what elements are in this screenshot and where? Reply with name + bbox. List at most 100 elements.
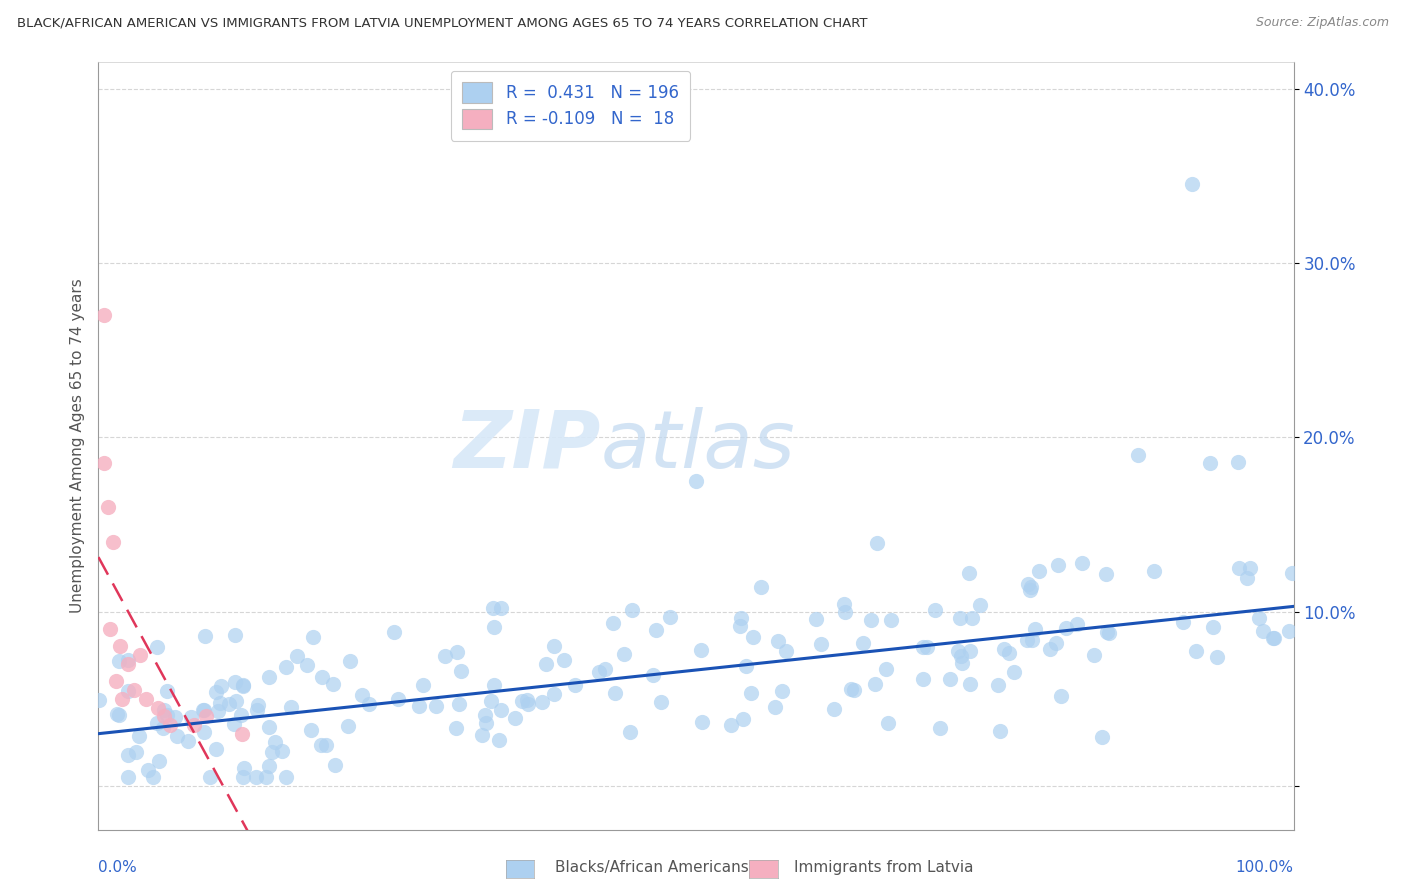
Point <box>619 724 641 739</box>
Point <box>280 700 302 714</box>
Point <box>834 597 856 611</box>
Point <box>939 672 962 686</box>
Point <box>543 687 565 701</box>
Point <box>232 770 254 784</box>
Point <box>1236 571 1258 585</box>
Point <box>1227 561 1250 575</box>
Point <box>844 682 866 697</box>
Point <box>1143 564 1166 578</box>
Point <box>142 770 165 784</box>
Point <box>274 660 297 674</box>
Point <box>650 696 672 710</box>
Point <box>232 760 254 774</box>
Point <box>159 718 181 732</box>
Point <box>863 677 886 691</box>
Point <box>875 662 897 676</box>
Point <box>208 696 231 710</box>
Point <box>107 706 129 721</box>
Point <box>1050 689 1073 703</box>
Point <box>177 734 200 748</box>
Point <box>763 700 786 714</box>
Point <box>166 729 188 743</box>
Point <box>232 678 254 692</box>
Point <box>108 640 131 654</box>
Point <box>1024 622 1046 636</box>
Point <box>117 770 139 784</box>
Point <box>1263 631 1285 645</box>
Point <box>325 758 347 772</box>
Point <box>263 735 285 749</box>
Point <box>446 722 468 736</box>
Point <box>1045 635 1067 649</box>
Point <box>93 457 115 471</box>
Point <box>146 640 169 654</box>
Text: 100.0%: 100.0% <box>1236 860 1294 875</box>
Point <box>1263 631 1285 645</box>
Point <box>643 668 665 682</box>
Point <box>205 741 228 756</box>
Point <box>959 644 981 658</box>
Point <box>1226 455 1249 469</box>
Point <box>810 637 832 651</box>
Point <box>730 611 752 625</box>
Point <box>946 644 969 658</box>
Point <box>993 641 1015 656</box>
Point <box>218 697 240 711</box>
Point <box>260 745 283 759</box>
Point <box>969 598 991 612</box>
Point <box>254 770 277 784</box>
Point <box>915 640 938 654</box>
Point <box>270 744 292 758</box>
Point <box>553 653 575 667</box>
Point <box>156 707 179 722</box>
Point <box>207 704 229 718</box>
Point <box>183 718 205 732</box>
Point <box>246 704 269 718</box>
Point <box>685 474 707 488</box>
Point <box>198 770 221 784</box>
Point <box>193 703 215 717</box>
Point <box>1278 624 1301 639</box>
Point <box>117 653 139 667</box>
Text: 0.0%: 0.0% <box>98 860 138 875</box>
Point <box>959 677 981 691</box>
Point <box>195 709 218 723</box>
Point <box>543 639 565 653</box>
Point <box>516 693 538 707</box>
Point <box>1097 625 1119 640</box>
Point <box>231 679 253 693</box>
Point <box>301 723 323 737</box>
Point <box>731 712 754 726</box>
Point <box>852 636 875 650</box>
Point <box>735 659 758 673</box>
Point <box>105 674 128 689</box>
Point <box>1199 457 1222 471</box>
Point <box>929 721 952 735</box>
Point <box>564 678 586 692</box>
Point <box>602 616 624 631</box>
Point <box>613 648 636 662</box>
Y-axis label: Unemployment Among Ages 65 to 74 years: Unemployment Among Ages 65 to 74 years <box>69 278 84 614</box>
Point <box>841 681 863 696</box>
Point <box>866 535 889 549</box>
Point <box>1181 178 1204 192</box>
Point <box>336 719 359 733</box>
Point <box>156 684 179 698</box>
Point <box>645 623 668 637</box>
Point <box>124 745 146 759</box>
Point <box>950 656 973 670</box>
Point <box>1054 621 1077 635</box>
Point <box>412 678 434 692</box>
Point <box>1071 556 1094 570</box>
Point <box>588 665 610 680</box>
Point <box>339 654 361 668</box>
Point <box>877 716 900 731</box>
Point <box>1002 665 1025 679</box>
Point <box>231 707 253 722</box>
Point <box>146 715 169 730</box>
Point <box>152 721 174 735</box>
Point <box>136 763 159 777</box>
Point <box>517 697 540 711</box>
Point <box>823 702 845 716</box>
Point <box>322 677 344 691</box>
